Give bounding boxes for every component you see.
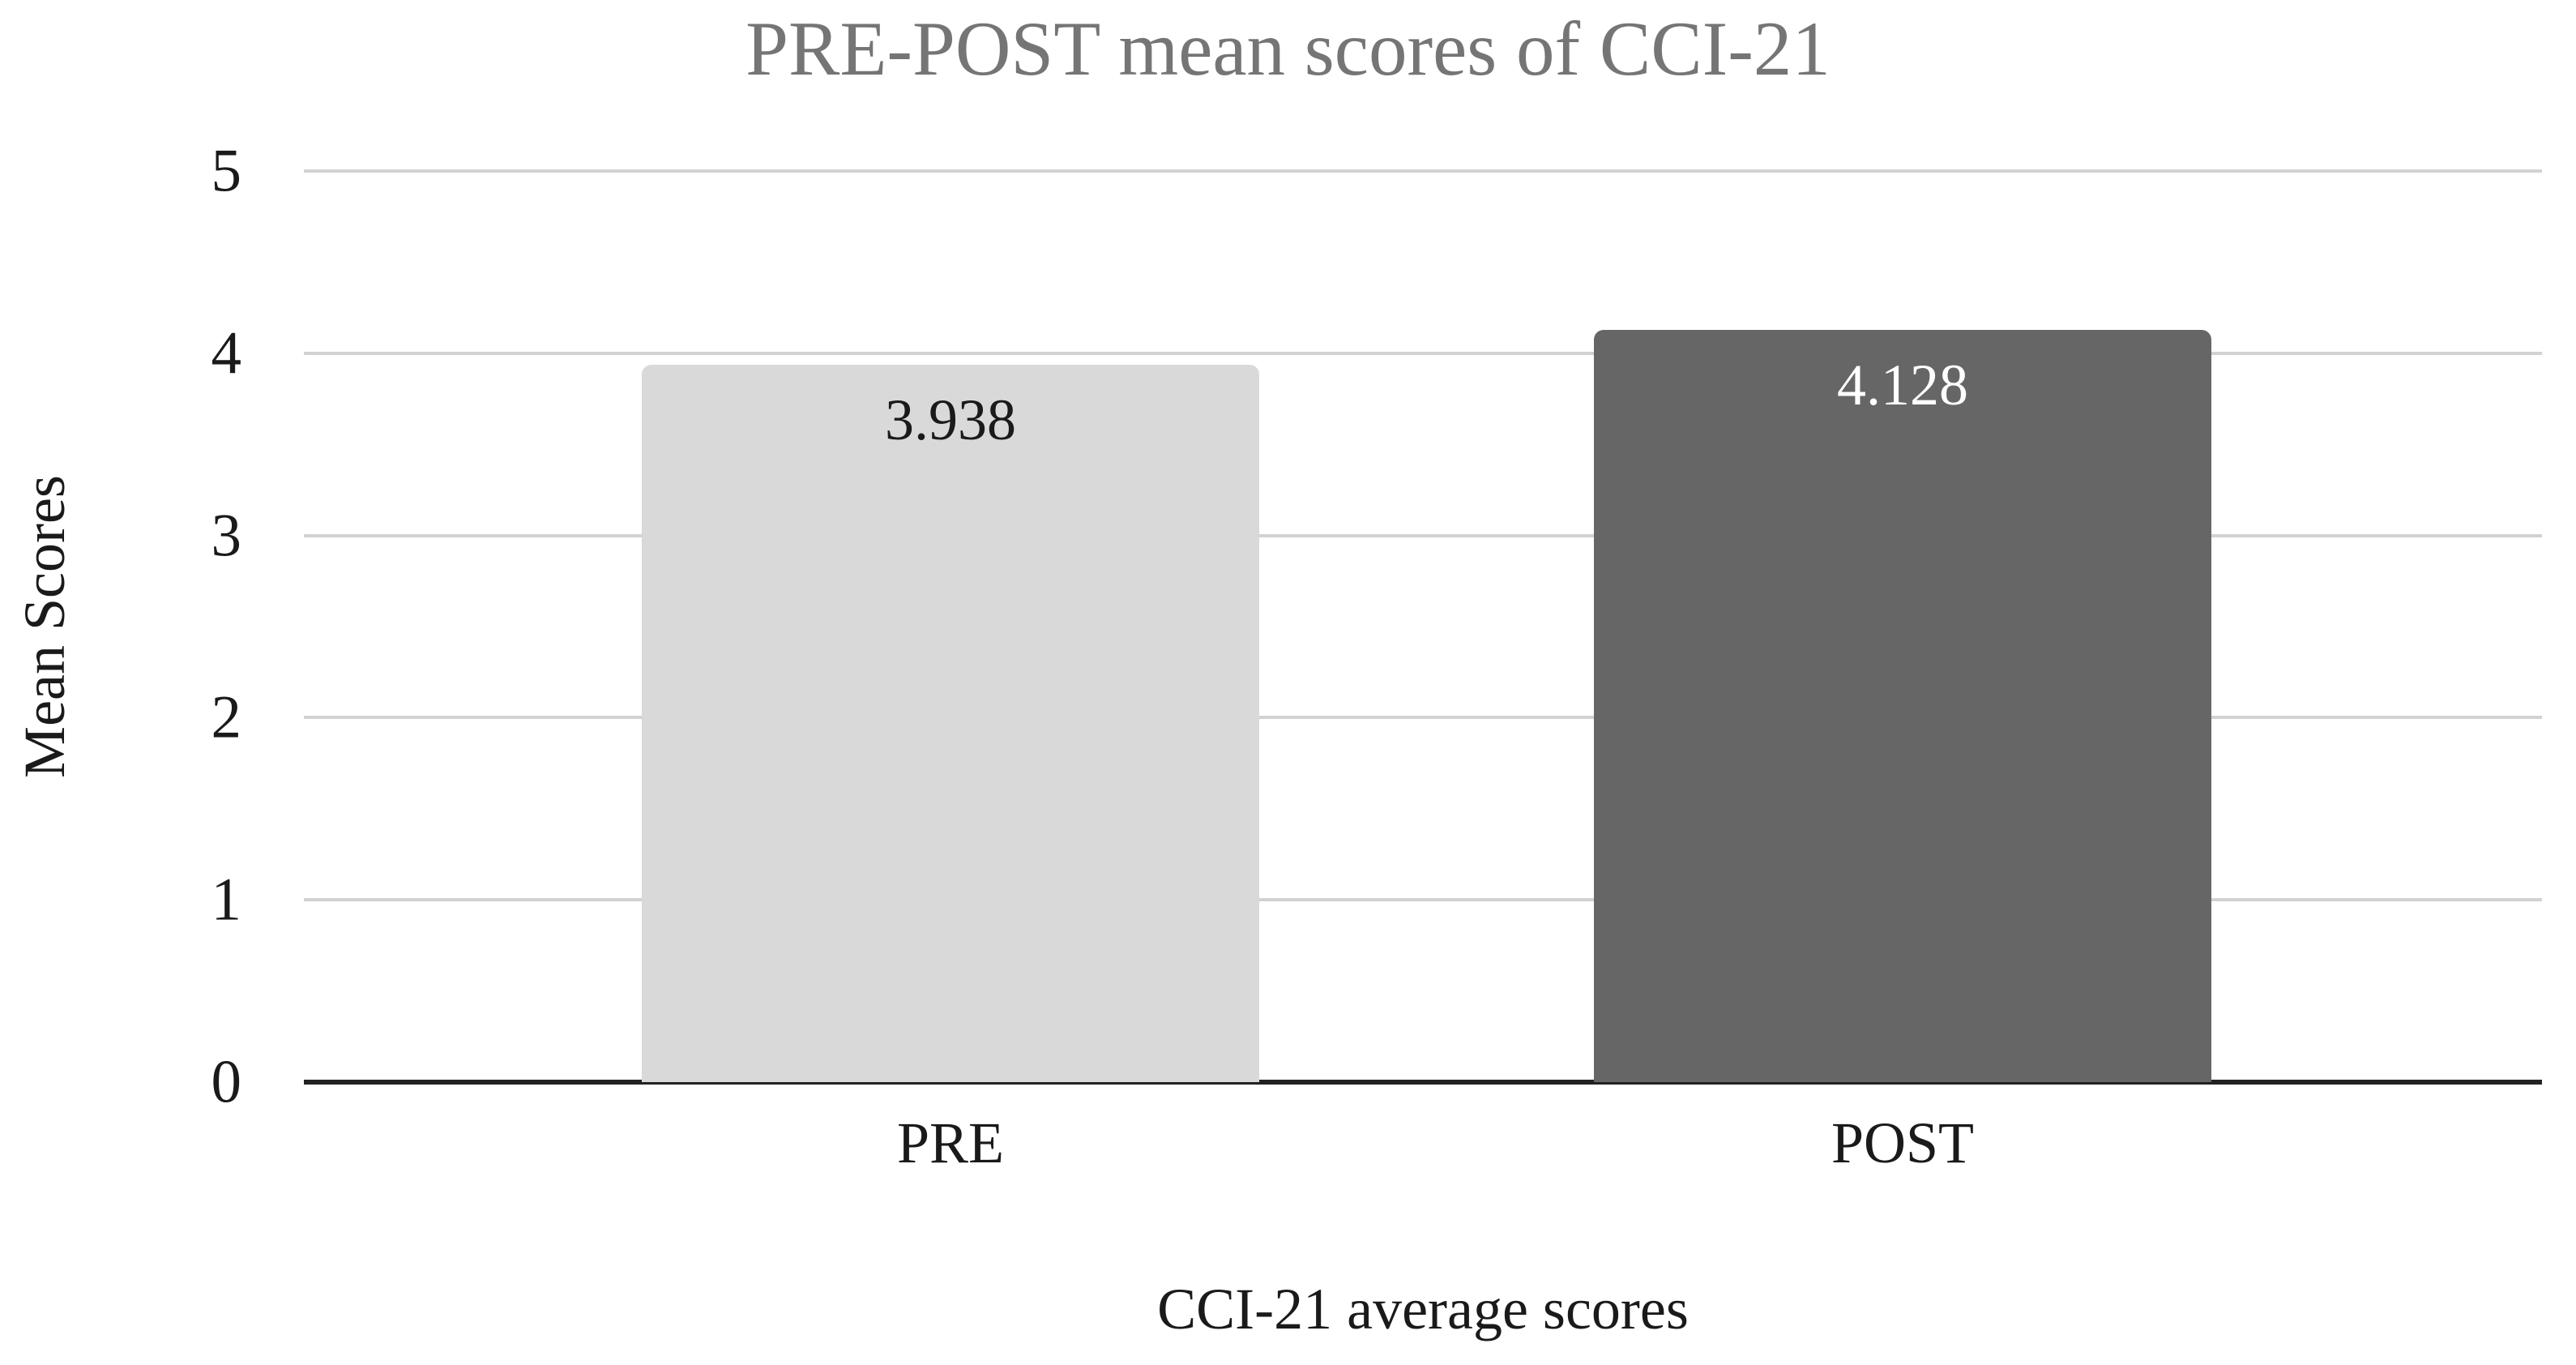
y-tick-label-4: 4 — [211, 319, 242, 387]
x-axis-labels: PRE POST — [304, 1110, 2542, 1183]
bar-post: 4.128 — [1594, 330, 2211, 1082]
y-tick-label-1: 1 — [211, 866, 242, 934]
x-tick-label-pre: PRE — [896, 1110, 1005, 1175]
bar-pre: 3.938 — [642, 364, 1259, 1082]
y-tick-label-3: 3 — [211, 502, 242, 570]
gridline-y-2 — [304, 716, 2542, 720]
chart-title: PRE-POST mean scores of CCI-21 — [745, 6, 1831, 92]
gridline-y-3 — [304, 533, 2542, 537]
gridline-y-1 — [304, 898, 2542, 902]
gridline-y-4 — [304, 351, 2542, 355]
y-tick-label-2: 2 — [211, 683, 242, 751]
x-axis-title: CCI-21 average scores — [1157, 1277, 1689, 1341]
x-tick-label-post: POST — [1831, 1110, 1975, 1175]
bar-post-value-label: 4.128 — [1837, 353, 1968, 418]
bar-pre-value-label: 3.938 — [885, 387, 1016, 452]
y-tick-label-5: 5 — [211, 137, 242, 205]
gridline-y-5 — [304, 169, 2542, 173]
y-tick-label-0: 0 — [211, 1048, 242, 1116]
x-axis-baseline — [304, 1080, 2542, 1085]
